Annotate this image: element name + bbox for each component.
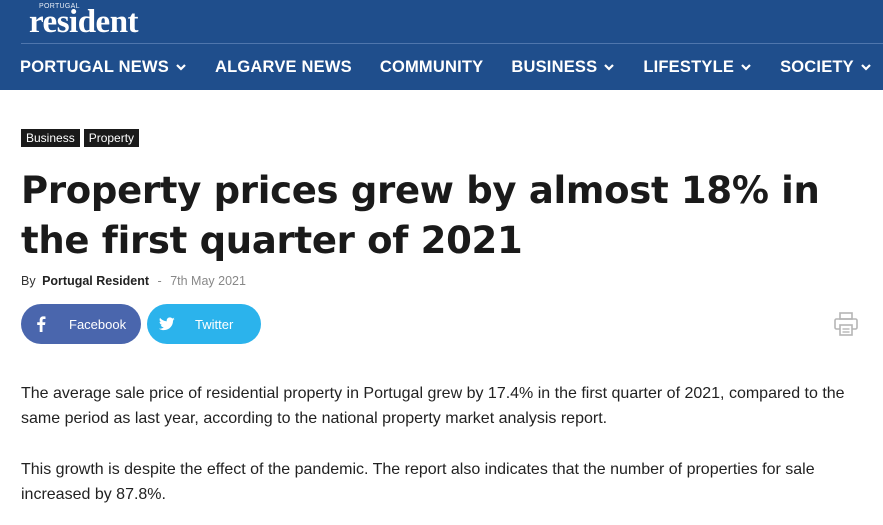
article-paragraph: The average sale price of residential pr…	[21, 385, 845, 427]
twitter-share-label: Twitter	[195, 316, 234, 332]
byline-prefix: By	[21, 274, 36, 288]
nav-item-society[interactable]: SOCIETY	[780, 58, 872, 77]
chevron-down-icon	[175, 61, 187, 73]
facebook-share-button[interactable]: Facebook	[21, 304, 141, 344]
nav-item-lifestyle[interactable]: LIFESTYLE	[643, 58, 752, 77]
chevron-down-icon	[740, 61, 752, 73]
twitter-icon	[147, 304, 187, 344]
print-icon[interactable]	[833, 311, 859, 337]
article-tags: Business Property	[21, 129, 140, 147]
chevron-down-icon	[860, 61, 872, 73]
publish-date: 7th May 2021	[170, 274, 246, 288]
nav-item-label: LIFESTYLE	[643, 57, 735, 76]
nav-item-algarve-news[interactable]: ALGARVE NEWS	[215, 58, 352, 77]
nav-item-label: SOCIETY	[780, 57, 854, 76]
tag-property[interactable]: Property	[83, 129, 140, 147]
chevron-down-icon	[603, 61, 615, 73]
article-paragraph: This growth is despite the effect of the…	[21, 461, 815, 503]
nav-item-label: ALGARVE NEWS	[214, 57, 352, 76]
article-title: Property prices grew by almost 18% in th…	[21, 169, 820, 262]
nav-item-label: COMMUNITY	[379, 57, 484, 76]
article-byline: By Portugal Resident - 7th May 2021	[21, 274, 246, 288]
logo-small-text: PORTUGAL	[39, 3, 80, 10]
nav-item-label: BUSINESS	[511, 57, 598, 76]
logo-main-text: resident	[29, 4, 139, 40]
nav-item-community[interactable]: COMMUNITY	[380, 58, 484, 77]
tag-business[interactable]: Business	[21, 129, 80, 147]
facebook-icon	[21, 304, 61, 344]
nav-item-label: PORTUGAL NEWS	[20, 57, 169, 76]
header-divider	[21, 43, 883, 44]
nav-item-portugal-news[interactable]: PORTUGAL NEWS	[20, 58, 187, 77]
byline-separator: -	[157, 274, 162, 288]
author-link[interactable]: Portugal Resident	[42, 274, 150, 288]
twitter-share-button[interactable]: Twitter	[147, 304, 261, 344]
site-header: PORTUGAL resident PORTUGAL NEWS ALGARVE …	[0, 0, 883, 90]
main-nav: PORTUGAL NEWS ALGARVE NEWS COMMUNITY BUS…	[20, 44, 883, 90]
facebook-share-label: Facebook	[69, 316, 127, 332]
nav-item-business[interactable]: BUSINESS	[511, 58, 615, 77]
